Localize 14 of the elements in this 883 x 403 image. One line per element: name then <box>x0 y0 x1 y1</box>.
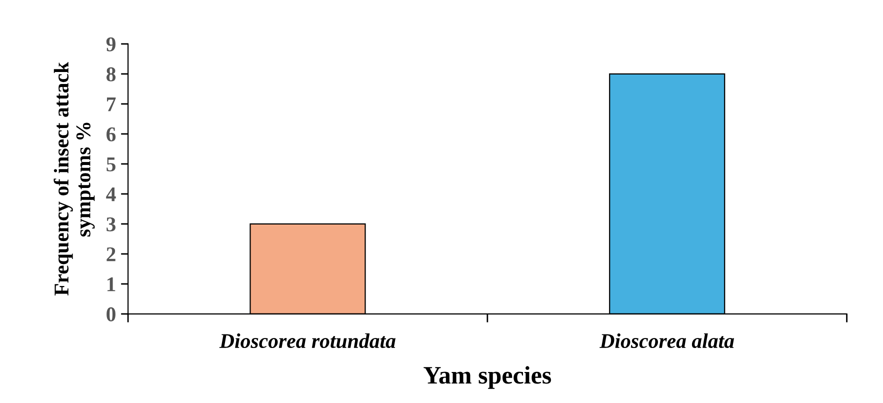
y-tick-label: 5 <box>106 158 116 172</box>
y-tick-label: 1 <box>107 277 116 292</box>
x-tick-label: Dioscorea rotundata <box>219 333 396 348</box>
y-tick-label: 9 <box>106 37 116 52</box>
y-tick-label: 7 <box>107 98 116 112</box>
y-tick-label: 0 <box>106 307 116 322</box>
y-tick-label: 3 <box>106 217 116 232</box>
x-axis-title: Yam species <box>424 366 552 389</box>
y-tick-label: 6 <box>106 127 116 142</box>
y-tick-label: 8 <box>106 67 116 82</box>
y-tick-label: 4 <box>106 187 116 202</box>
y-tick-label: 2 <box>106 247 116 262</box>
y-axis-title: Frequency of insect attack symptoms % <box>54 62 95 296</box>
x-tick-label: Dioscorea alata <box>600 333 734 348</box>
